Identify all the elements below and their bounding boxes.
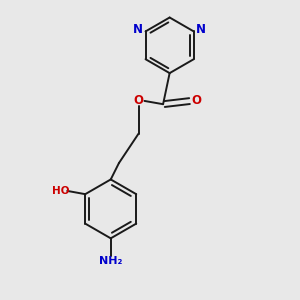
Text: NH₂: NH₂: [99, 256, 122, 266]
Text: O: O: [134, 94, 143, 107]
Text: N: N: [133, 23, 143, 36]
Text: N: N: [196, 23, 206, 36]
Text: HO: HO: [52, 186, 70, 196]
Text: O: O: [192, 94, 202, 107]
